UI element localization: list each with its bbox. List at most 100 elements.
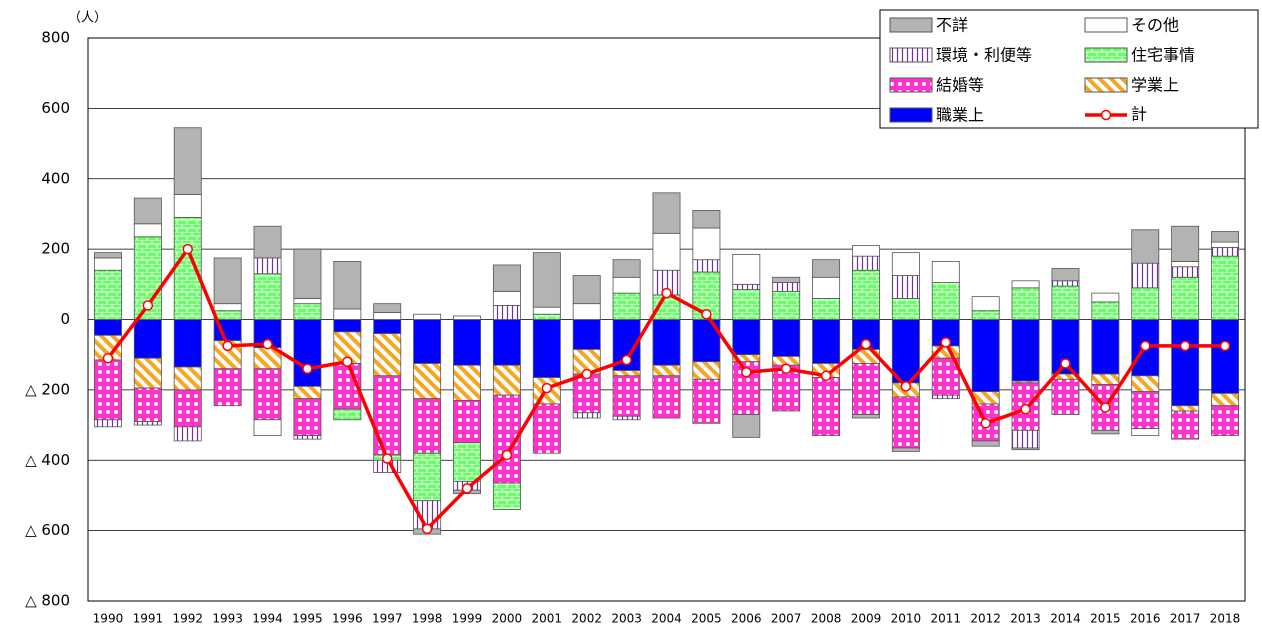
bar-segment bbox=[1211, 241, 1240, 248]
bar-segment bbox=[891, 252, 920, 276]
bar-segment bbox=[732, 283, 761, 290]
bar-segment bbox=[293, 435, 322, 440]
bar-segment bbox=[253, 368, 282, 421]
bar-segment bbox=[652, 375, 681, 419]
bar-segment bbox=[1091, 429, 1120, 435]
total-point bbox=[581, 368, 592, 380]
x-tick-label: 2004 bbox=[651, 612, 682, 626]
total-point bbox=[142, 300, 154, 311]
bar-segment bbox=[333, 319, 362, 333]
total-point bbox=[621, 354, 632, 366]
x-tick-label: 1997 bbox=[372, 612, 403, 626]
x-tick-label: 2006 bbox=[731, 612, 762, 626]
bar-segment bbox=[213, 368, 242, 407]
bar-segment bbox=[1211, 255, 1240, 320]
bar-segment bbox=[453, 364, 481, 401]
bar-segment bbox=[931, 261, 960, 283]
bar-segment bbox=[413, 313, 442, 320]
bar-segment bbox=[1131, 229, 1160, 264]
bar-segment bbox=[692, 378, 721, 424]
bar-segment bbox=[891, 275, 920, 299]
bar-segment bbox=[532, 306, 561, 315]
bar-segment bbox=[931, 282, 960, 320]
bar-segment bbox=[572, 412, 601, 419]
x-tick-label: 1991 bbox=[133, 612, 164, 626]
bar-segment bbox=[133, 319, 162, 359]
bar-segment bbox=[373, 319, 402, 334]
bar-segment bbox=[1171, 276, 1200, 320]
bar-segment bbox=[413, 319, 442, 364]
bar-segment bbox=[492, 319, 521, 366]
y-axis-label: （人） bbox=[68, 11, 107, 26]
bar-segment bbox=[692, 210, 721, 229]
bar-segment bbox=[891, 297, 920, 320]
bar-segment bbox=[772, 319, 801, 357]
y-tick-label: △ 600 bbox=[25, 521, 70, 539]
bar-segment bbox=[612, 375, 641, 417]
x-tick-label: 2001 bbox=[532, 612, 563, 626]
legend-label: 職業上 bbox=[936, 106, 984, 125]
legend-swatch bbox=[889, 77, 933, 93]
bar-segment bbox=[852, 363, 880, 415]
bar-segment bbox=[612, 259, 641, 278]
bar-segment bbox=[732, 289, 761, 320]
bar-segment bbox=[1211, 405, 1240, 437]
bar-segment bbox=[173, 366, 202, 391]
bar-segment bbox=[213, 257, 242, 305]
total-point bbox=[1020, 403, 1031, 415]
bar-segment bbox=[891, 447, 920, 452]
bar-segment bbox=[1091, 301, 1120, 320]
bar-segment bbox=[253, 257, 282, 275]
bar-segment bbox=[253, 273, 282, 320]
bar-segment bbox=[293, 303, 322, 320]
bar-segment bbox=[971, 440, 1000, 447]
bar-segment bbox=[173, 194, 202, 218]
legend-label: 結婚等 bbox=[936, 76, 984, 95]
bar-segment bbox=[173, 127, 202, 195]
total-point bbox=[421, 523, 433, 535]
legend-swatch bbox=[889, 47, 933, 63]
total-point bbox=[1100, 402, 1111, 413]
y-tick-label: △ 200 bbox=[25, 380, 70, 398]
y-tick-label: 400 bbox=[41, 169, 70, 187]
bar-segment bbox=[1131, 428, 1160, 437]
bar-segment bbox=[1011, 287, 1040, 320]
bar-segment bbox=[652, 232, 681, 271]
bar-segment bbox=[612, 276, 641, 294]
total-point bbox=[461, 483, 473, 494]
bar-segment bbox=[93, 319, 122, 336]
x-tick-label: 2012 bbox=[970, 612, 1001, 626]
total-point bbox=[1179, 340, 1191, 352]
bar-segment bbox=[373, 303, 402, 313]
bar-segment bbox=[1051, 378, 1080, 415]
legend-swatch bbox=[889, 17, 933, 33]
x-tick-label: 2000 bbox=[492, 612, 523, 626]
bar-segment bbox=[333, 308, 362, 320]
legend-box bbox=[879, 9, 1259, 129]
bar-segment bbox=[1011, 280, 1040, 289]
total-point bbox=[541, 382, 553, 394]
legend-label: 学業上 bbox=[1131, 76, 1179, 95]
bar-segment bbox=[572, 373, 601, 414]
bar-segment bbox=[453, 319, 481, 366]
x-tick-label: 2014 bbox=[1050, 612, 1081, 626]
bar-segment bbox=[1171, 225, 1200, 262]
bar-segment bbox=[532, 403, 561, 454]
bar-segment bbox=[413, 398, 442, 454]
bar-segment bbox=[293, 385, 322, 400]
bar-segment bbox=[1131, 375, 1160, 393]
total-point bbox=[701, 308, 712, 320]
bar-segment bbox=[293, 398, 322, 437]
total-point bbox=[1140, 340, 1151, 352]
bar-segment bbox=[1091, 373, 1120, 385]
bar-segment bbox=[971, 296, 1000, 312]
legend-swatch bbox=[889, 107, 933, 123]
total-point bbox=[1219, 340, 1231, 352]
bar-segment bbox=[612, 415, 641, 421]
bar-segment bbox=[732, 254, 761, 285]
total-point bbox=[302, 363, 313, 375]
bar-segment bbox=[133, 223, 162, 238]
x-tick-label: 2011 bbox=[931, 612, 962, 626]
bar-segment bbox=[453, 315, 481, 320]
